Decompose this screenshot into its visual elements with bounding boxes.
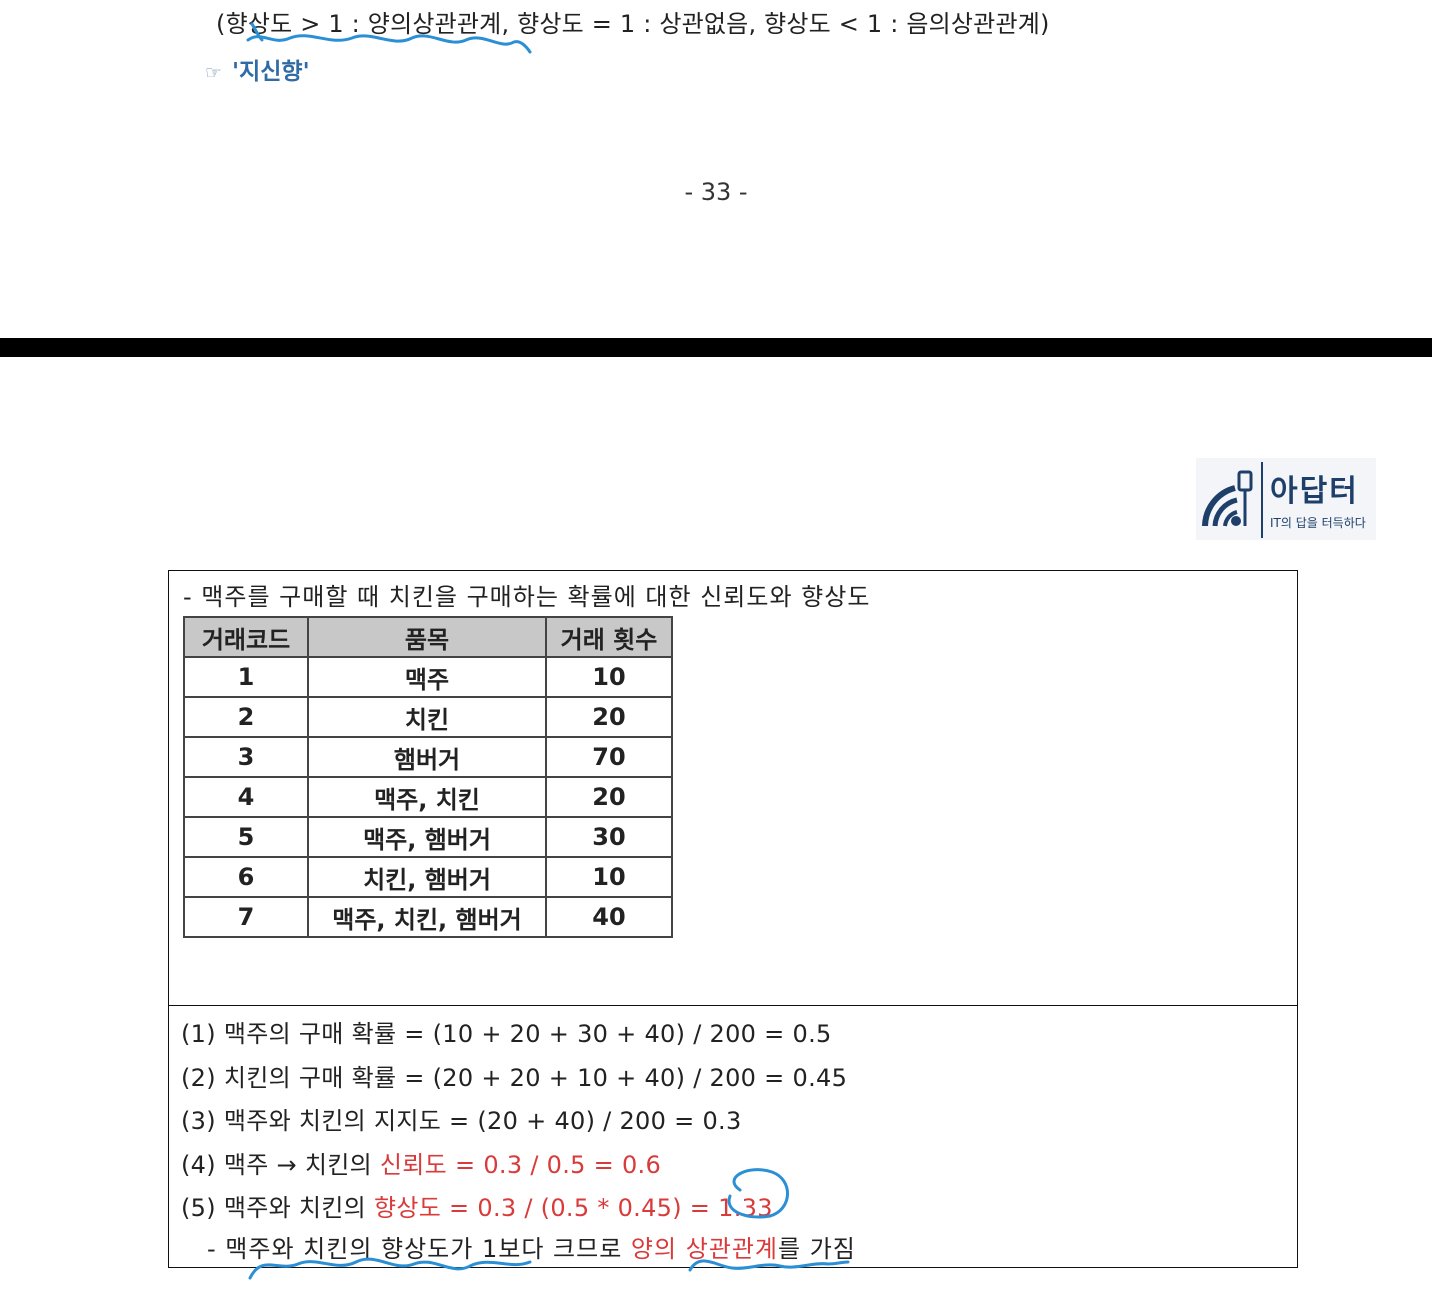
cell-count: 10 xyxy=(545,656,673,698)
cell-count: 20 xyxy=(545,696,673,738)
conclusion-highlight: 양의 상관관계 xyxy=(630,1235,779,1263)
cell-count: 20 xyxy=(545,776,673,818)
cell-code: 2 xyxy=(183,696,309,738)
cell-count: 70 xyxy=(545,736,673,778)
calc-line-2: (2) 치킨의 구매 확률 = (20 + 20 + 10 + 40) / 20… xyxy=(181,1058,847,1093)
pointing-hand-icon: ☞ xyxy=(205,62,223,84)
calc-text: (1) 맥주의 구매 확률 = (10 + 20 + 30 + 40) / 20… xyxy=(181,1020,832,1048)
header-transaction-code: 거래코드 xyxy=(183,616,309,658)
calc-line-4: (4) 맥주 → 치킨의 신뢰도 = 0.3 / 0.5 = 0.6 xyxy=(181,1145,661,1180)
definition-line: (향상도 > 1 : 양의상관관계, 향상도 = 1 : 상관없음, 향상도 <… xyxy=(216,10,1050,38)
cell-items: 맥주 xyxy=(307,656,547,698)
table-row: 5 맥주, 햄버거 30 xyxy=(183,816,673,858)
signal-logo-icon xyxy=(1202,470,1253,527)
logo: 아답터 IT의 답을 터득하다 xyxy=(1196,458,1376,540)
cell-items: 치킨, 햄버거 xyxy=(307,856,547,898)
table-row: 7 맥주, 치킨, 햄버거 40 xyxy=(183,896,673,938)
cell-items: 맥주, 치킨, 햄버거 xyxy=(307,896,547,938)
calc-text: (4) 맥주 → 치킨의 xyxy=(181,1151,380,1179)
conclusion-suffix: 를 가짐 xyxy=(778,1235,856,1263)
calc-text: (2) 치킨의 구매 확률 = (20 + 20 + 10 + 40) / 20… xyxy=(181,1064,848,1092)
table-row: 4 맥주, 치킨 20 xyxy=(183,776,673,818)
conclusion-text: - 맥주와 치킨의 향상도가 1보다 크므로 xyxy=(207,1235,631,1263)
conclusion-line: - 맥주와 치킨의 향상도가 1보다 크므로 양의 상관관계를 가짐 xyxy=(207,1229,856,1264)
cell-code: 1 xyxy=(183,656,309,698)
cell-code: 3 xyxy=(183,736,309,778)
cell-items: 치킨 xyxy=(307,696,547,738)
cell-code: 6 xyxy=(183,856,309,898)
page-number: - 33 - xyxy=(684,178,748,206)
cell-code: 4 xyxy=(183,776,309,818)
header-transaction-count: 거래 횟수 xyxy=(545,616,673,658)
box-heading: - 맥주를 구매할 때 치킨을 구매하는 확률에 대한 신뢰도와 향상도 xyxy=(183,583,871,611)
cell-code: 7 xyxy=(183,896,309,938)
calc-line-1: (1) 맥주의 구매 확률 = (10 + 20 + 30 + 40) / 20… xyxy=(181,1014,832,1049)
example-box: - 맥주를 구매할 때 치킨을 구매하는 확률에 대한 신뢰도와 향상도 거래코… xyxy=(168,570,1298,1268)
box-divider xyxy=(169,1005,1297,1006)
cell-items: 햄버거 xyxy=(307,736,547,778)
cell-code: 5 xyxy=(183,816,309,858)
calc-text: (3) 맥주와 치킨의 지지도 = (20 + 40) / 200 = 0.3 xyxy=(181,1107,742,1135)
mnemonic-text: '지신향' xyxy=(232,59,310,85)
page-break-bar xyxy=(0,338,1432,357)
calc-line-5: (5) 맥주와 치킨의 향상도 = 0.3 / (0.5 * 0.45) = 1… xyxy=(181,1188,773,1223)
calc-highlight: 향상도 = 0.3 / (0.5 * 0.45) = 1.33 xyxy=(373,1194,773,1222)
logo-separator xyxy=(1261,462,1263,538)
cell-items: 맥주, 햄버거 xyxy=(307,816,547,858)
transaction-table: 거래코드 품목 거래 횟수 1 맥주 10 2 치킨 20 3 햄버거 70 xyxy=(183,616,673,938)
mnemonic-note: ☞ '지신향' xyxy=(205,52,310,86)
table-row: 3 햄버거 70 xyxy=(183,736,673,778)
cell-count: 40 xyxy=(545,896,673,938)
logo-slogan: IT의 답을 터득하다 xyxy=(1270,516,1366,530)
table-row: 6 치킨, 햄버거 10 xyxy=(183,856,673,898)
cell-count: 30 xyxy=(545,816,673,858)
cell-count: 10 xyxy=(545,856,673,898)
calc-text: (5) 맥주와 치킨의 xyxy=(181,1194,374,1222)
calc-highlight: 신뢰도 = 0.3 / 0.5 = 0.6 xyxy=(379,1151,662,1179)
cell-items: 맥주, 치킨 xyxy=(307,776,547,818)
logo-name: 아답터 xyxy=(1270,474,1359,509)
table-row: 1 맥주 10 xyxy=(183,656,673,698)
table-header-row: 거래코드 품목 거래 횟수 xyxy=(183,616,673,658)
table-row: 2 치킨 20 xyxy=(183,696,673,738)
calc-line-3: (3) 맥주와 치킨의 지지도 = (20 + 40) / 200 = 0.3 xyxy=(181,1101,742,1136)
header-items: 품목 xyxy=(307,616,547,658)
